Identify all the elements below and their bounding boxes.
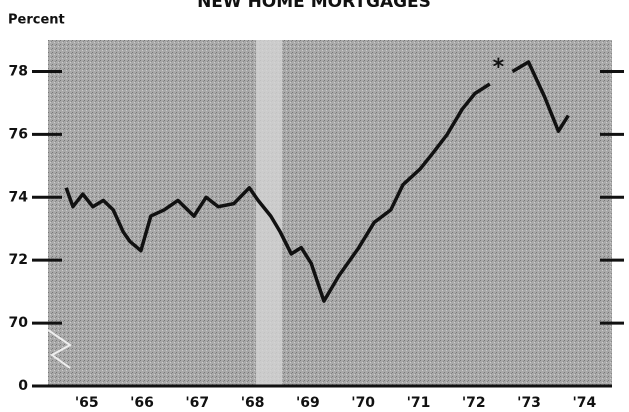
x-tick-label: '71 [407,395,431,411]
x-tick-label: '73 [517,395,541,411]
plot-area [48,40,612,386]
annotation: * [493,55,505,80]
x-tick-label: '66 [130,395,154,411]
x-tick-label: '74 [572,395,596,411]
chart-title: NEW HOME MORTGAGES [197,0,431,12]
x-tick-label: '67 [185,395,209,411]
y-tick-label: 74 [9,189,29,205]
y-tick-label: 70 [9,315,29,331]
line [64,60,570,303]
axis-break [47,329,72,369]
x-tick-label: '69 [296,395,320,411]
y-tick-label: 78 [9,63,28,79]
x-tick-label: '72 [462,395,486,411]
x-tick-label: '65 [75,395,99,411]
x-tick-label: '70 [351,395,375,411]
x-tick-label: '68 [241,395,265,411]
y-tick-label: 72 [9,252,28,268]
y-axis-label: Percent [8,13,65,28]
y-tick-label: 0 [18,378,28,394]
y-tick-label: 76 [9,126,28,142]
